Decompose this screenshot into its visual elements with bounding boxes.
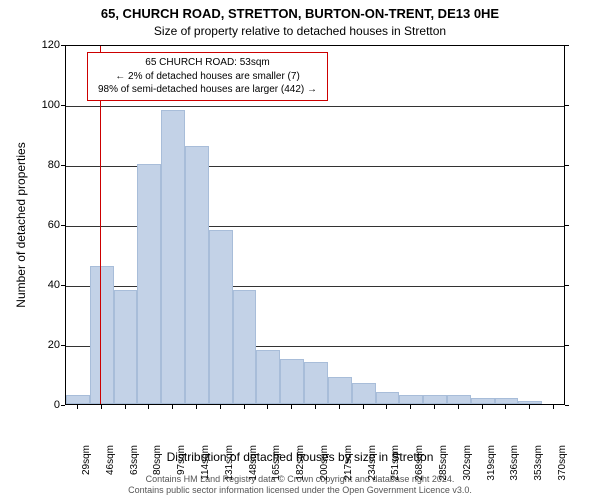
- y-tick-label: 0: [54, 399, 60, 411]
- x-tick: [458, 405, 459, 409]
- x-tick: [339, 405, 340, 409]
- x-tick-label: 29sqm: [81, 445, 92, 475]
- x-tick-label: 114sqm: [200, 445, 211, 480]
- y-tick-label: 20: [48, 339, 60, 351]
- histogram-bar: [352, 383, 376, 404]
- x-tick: [125, 405, 126, 409]
- histogram-bar: [423, 395, 447, 404]
- x-tick-label: 336sqm: [509, 445, 520, 481]
- y-tick: [565, 165, 569, 166]
- histogram-bar: [137, 164, 161, 404]
- x-tick-label: 63sqm: [129, 445, 140, 475]
- x-tick-label: 148sqm: [248, 445, 259, 481]
- x-tick-label: 46sqm: [105, 445, 116, 475]
- x-tick: [220, 405, 221, 409]
- x-tick-label: 131sqm: [224, 445, 235, 481]
- histogram-bar: [280, 359, 304, 404]
- x-tick: [196, 405, 197, 409]
- histogram-bar: [304, 362, 328, 404]
- x-tick: [529, 405, 530, 409]
- annotation-line-3: 98% of semi-detached houses are larger (…: [98, 83, 317, 97]
- x-tick: [505, 405, 506, 409]
- annotation-box: 65 CHURCH ROAD: 53sqm ← 2% of detached h…: [87, 52, 328, 101]
- y-tick: [61, 285, 65, 286]
- histogram-bar: [447, 395, 471, 404]
- y-tick-label: 80: [48, 159, 60, 171]
- histogram-bar: [209, 230, 233, 404]
- x-tick: [315, 405, 316, 409]
- x-tick: [434, 405, 435, 409]
- y-tick: [61, 345, 65, 346]
- x-tick: [101, 405, 102, 409]
- x-tick: [148, 405, 149, 409]
- x-tick-label: 302sqm: [462, 445, 473, 481]
- y-tick: [565, 45, 569, 46]
- chart-title-main: 65, CHURCH ROAD, STRETTON, BURTON-ON-TRE…: [0, 6, 600, 21]
- histogram-bar: [66, 395, 90, 404]
- histogram-bar: [399, 395, 423, 404]
- y-tick: [565, 105, 569, 106]
- y-tick: [61, 45, 65, 46]
- y-tick-label: 60: [48, 219, 60, 231]
- y-tick-label: 40: [48, 279, 60, 291]
- x-tick-label: 80sqm: [152, 445, 163, 475]
- histogram-bar: [518, 401, 542, 404]
- y-tick: [565, 405, 569, 406]
- chart-title-sub: Size of property relative to detached ho…: [0, 24, 600, 38]
- x-tick: [77, 405, 78, 409]
- histogram-bar: [114, 290, 138, 404]
- y-tick-label: 100: [42, 99, 60, 111]
- histogram-bar: [90, 266, 114, 404]
- x-tick: [386, 405, 387, 409]
- x-tick: [363, 405, 364, 409]
- histogram-bar: [233, 290, 257, 404]
- annotation-line-1: 65 CHURCH ROAD: 53sqm: [98, 56, 317, 70]
- x-tick-label: 234sqm: [367, 445, 378, 481]
- x-tick-label: 285sqm: [438, 445, 449, 481]
- x-tick: [291, 405, 292, 409]
- y-tick: [61, 225, 65, 226]
- x-tick: [244, 405, 245, 409]
- y-tick: [61, 405, 65, 406]
- histogram-bar: [328, 377, 352, 404]
- chart-container: 65, CHURCH ROAD, STRETTON, BURTON-ON-TRE…: [0, 0, 600, 500]
- x-tick-label: 268sqm: [414, 445, 425, 481]
- y-tick: [565, 285, 569, 286]
- gridline: [66, 106, 564, 107]
- x-tick-label: 165sqm: [271, 445, 282, 481]
- histogram-bar: [256, 350, 280, 404]
- x-tick-label: 251sqm: [390, 445, 401, 481]
- x-tick-label: 319sqm: [486, 445, 497, 481]
- x-tick-label: 217sqm: [343, 445, 354, 481]
- x-tick: [410, 405, 411, 409]
- y-tick: [565, 225, 569, 226]
- y-tick-label: 120: [42, 39, 60, 51]
- y-tick: [61, 105, 65, 106]
- attribution-line-2: Contains public sector information licen…: [128, 485, 472, 495]
- x-tick: [267, 405, 268, 409]
- x-tick-label: 370sqm: [557, 445, 568, 481]
- x-tick: [172, 405, 173, 409]
- annotation-line-2: ← 2% of detached houses are smaller (7): [98, 70, 317, 84]
- x-tick-label: 200sqm: [319, 445, 330, 481]
- histogram-bar: [161, 110, 185, 404]
- histogram-bar: [471, 398, 495, 404]
- x-tick-label: 97sqm: [176, 445, 187, 475]
- y-tick: [61, 165, 65, 166]
- x-tick-label: 182sqm: [295, 445, 306, 481]
- x-tick-label: 353sqm: [533, 445, 544, 481]
- x-tick: [482, 405, 483, 409]
- histogram-bar: [376, 392, 400, 404]
- histogram-bar: [185, 146, 209, 404]
- y-tick: [565, 345, 569, 346]
- y-axis-label: Number of detached properties: [14, 142, 28, 307]
- x-tick: [553, 405, 554, 409]
- histogram-bar: [495, 398, 519, 404]
